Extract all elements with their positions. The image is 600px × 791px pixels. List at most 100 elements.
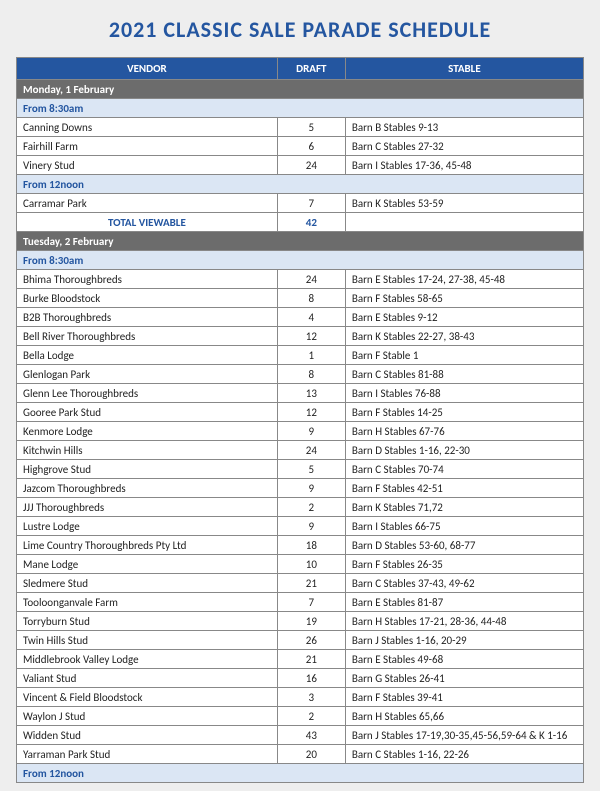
table-row: Waylon J Stud2Barn H Stables 65,66 — [17, 707, 584, 726]
vendor-cell: Middlebrook Valley Lodge — [17, 650, 278, 669]
stable-cell: Barn C Stables 37-43, 49-62 — [345, 574, 583, 593]
total-draft: 42 — [277, 213, 345, 232]
table-row: Kenmore Lodge9Barn H Stables 67-76 — [17, 422, 584, 441]
vendor-cell: Jazcom Thoroughbreds — [17, 479, 278, 498]
draft-cell: 18 — [277, 536, 345, 555]
stable-cell: Barn F Stables 39-41 — [345, 688, 583, 707]
draft-cell: 21 — [277, 650, 345, 669]
draft-cell: 24 — [277, 270, 345, 289]
stable-cell: Barn B Stables 9-13 — [345, 118, 583, 137]
draft-cell: 24 — [277, 156, 345, 175]
total-stable — [345, 213, 583, 232]
draft-cell: 1 — [277, 346, 345, 365]
table-row: Torryburn Stud19Barn H Stables 17-21, 28… — [17, 612, 584, 631]
table-row: Middlebrook Valley Lodge21Barn E Stables… — [17, 650, 584, 669]
table-row: Burke Bloodstock8Barn F Stables 58-65 — [17, 289, 584, 308]
stable-cell: Barn F Stable 1 — [345, 346, 583, 365]
table-row: Lustre Lodge9Barn I Stables 66-75 — [17, 517, 584, 536]
draft-cell: 3 — [277, 688, 345, 707]
time-label: From 8:30am — [17, 251, 584, 270]
table-row: Canning Downs5Barn B Stables 9-13 — [17, 118, 584, 137]
vendor-cell: Glenn Lee Thoroughbreds — [17, 384, 278, 403]
vendor-cell: Kitchwin Hills — [17, 441, 278, 460]
draft-cell: 24 — [277, 441, 345, 460]
schedule-table: VENDOR DRAFT STABLE Monday, 1 FebruaryFr… — [16, 57, 584, 783]
draft-cell: 8 — [277, 365, 345, 384]
day-row: Monday, 1 February — [17, 80, 584, 99]
stable-cell: Barn C Stables 1-16, 22-26 — [345, 745, 583, 764]
stable-cell: Barn C Stables 27-32 — [345, 137, 583, 156]
draft-cell: 21 — [277, 574, 345, 593]
stable-cell: Barn F Stables 42-51 — [345, 479, 583, 498]
stable-cell: Barn E Stables 81-87 — [345, 593, 583, 612]
vendor-cell: Sledmere Stud — [17, 574, 278, 593]
draft-cell: 12 — [277, 327, 345, 346]
day-label: Tuesday, 2 February — [17, 232, 584, 251]
stable-cell: Barn K Stables 22-27, 38-43 — [345, 327, 583, 346]
table-row: Twin Hills Stud26Barn J Stables 1-16, 20… — [17, 631, 584, 650]
vendor-cell: Bella Lodge — [17, 346, 278, 365]
vendor-cell: Widden Stud — [17, 726, 278, 745]
stable-cell: Barn H Stables 17-21, 28-36, 44-48 — [345, 612, 583, 631]
page-title: 2021 CLASSIC SALE PARADE SCHEDULE — [16, 16, 584, 43]
table-row: Sledmere Stud21Barn C Stables 37-43, 49-… — [17, 574, 584, 593]
draft-cell: 20 — [277, 745, 345, 764]
table-row: Yarraman Park Stud20Barn C Stables 1-16,… — [17, 745, 584, 764]
draft-cell: 8 — [277, 289, 345, 308]
vendor-cell: Waylon J Stud — [17, 707, 278, 726]
stable-cell: Barn D Stables 1-16, 22-30 — [345, 441, 583, 460]
table-row: Highgrove Stud5Barn C Stables 70-74 — [17, 460, 584, 479]
stable-cell: Barn K Stables 71,72 — [345, 498, 583, 517]
table-row: Widden Stud43Barn J Stables 17-19,30-35,… — [17, 726, 584, 745]
vendor-cell: Burke Bloodstock — [17, 289, 278, 308]
vendor-cell: Vinery Stud — [17, 156, 278, 175]
vendor-cell: Lustre Lodge — [17, 517, 278, 536]
table-row: Fairhill Farm6Barn C Stables 27-32 — [17, 137, 584, 156]
stable-cell: Barn H Stables 65,66 — [345, 707, 583, 726]
draft-cell: 9 — [277, 517, 345, 536]
draft-cell: 5 — [277, 118, 345, 137]
vendor-cell: Lime Country Thoroughbreds Pty Ltd — [17, 536, 278, 555]
col-vendor: VENDOR — [17, 58, 278, 80]
draft-cell: 6 — [277, 137, 345, 156]
draft-cell: 7 — [277, 593, 345, 612]
vendor-cell: Twin Hills Stud — [17, 631, 278, 650]
table-row: Glenn Lee Thoroughbreds13Barn I Stables … — [17, 384, 584, 403]
draft-cell: 12 — [277, 403, 345, 422]
vendor-cell: Bell River Thoroughbreds — [17, 327, 278, 346]
stable-cell: Barn H Stables 67-76 — [345, 422, 583, 441]
draft-cell: 19 — [277, 612, 345, 631]
vendor-cell: B2B Thoroughbreds — [17, 308, 278, 327]
vendor-cell: Gooree Park Stud — [17, 403, 278, 422]
stable-cell: Barn F Stables 14-25 — [345, 403, 583, 422]
vendor-cell: Carramar Park — [17, 194, 278, 213]
vendor-cell: Canning Downs — [17, 118, 278, 137]
draft-cell: 9 — [277, 422, 345, 441]
stable-cell: Barn C Stables 81-88 — [345, 365, 583, 384]
stable-cell: Barn F Stables 58-65 — [345, 289, 583, 308]
vendor-cell: Fairhill Farm — [17, 137, 278, 156]
vendor-cell: Glenlogan Park — [17, 365, 278, 384]
time-label: From 12noon — [17, 175, 584, 194]
table-row: Bella Lodge1Barn F Stable 1 — [17, 346, 584, 365]
table-row: Mane Lodge10Barn F Stables 26-35 — [17, 555, 584, 574]
total-label: TOTAL VIEWABLE — [17, 213, 278, 232]
table-row: Carramar Park7Barn K Stables 53-59 — [17, 194, 584, 213]
table-row: Lime Country Thoroughbreds Pty Ltd18Barn… — [17, 536, 584, 555]
table-row: Vinery Stud24Barn I Stables 17-36, 45-48 — [17, 156, 584, 175]
vendor-cell: Highgrove Stud — [17, 460, 278, 479]
time-label: From 12noon — [17, 764, 584, 783]
time-row: From 8:30am — [17, 99, 584, 118]
stable-cell: Barn I Stables 66-75 — [345, 517, 583, 536]
draft-cell: 26 — [277, 631, 345, 650]
stable-cell: Barn E Stables 49-68 — [345, 650, 583, 669]
col-draft: DRAFT — [277, 58, 345, 80]
stable-cell: Barn J Stables 1-16, 20-29 — [345, 631, 583, 650]
draft-cell: 13 — [277, 384, 345, 403]
vendor-cell: Vincent & Field Bloodstock — [17, 688, 278, 707]
vendor-cell: Yarraman Park Stud — [17, 745, 278, 764]
table-row: Vincent & Field Bloodstock3Barn F Stable… — [17, 688, 584, 707]
day-row: Tuesday, 2 February — [17, 232, 584, 251]
stable-cell: Barn I Stables 17-36, 45-48 — [345, 156, 583, 175]
stable-cell: Barn J Stables 17-19,30-35,45-56,59-64 &… — [345, 726, 583, 745]
